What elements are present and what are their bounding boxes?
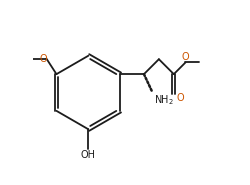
Text: OH: OH bbox=[81, 150, 96, 160]
Text: O: O bbox=[181, 52, 189, 62]
Text: O: O bbox=[176, 93, 184, 103]
Text: NH$_2$: NH$_2$ bbox=[154, 93, 174, 107]
Text: O: O bbox=[40, 53, 47, 63]
